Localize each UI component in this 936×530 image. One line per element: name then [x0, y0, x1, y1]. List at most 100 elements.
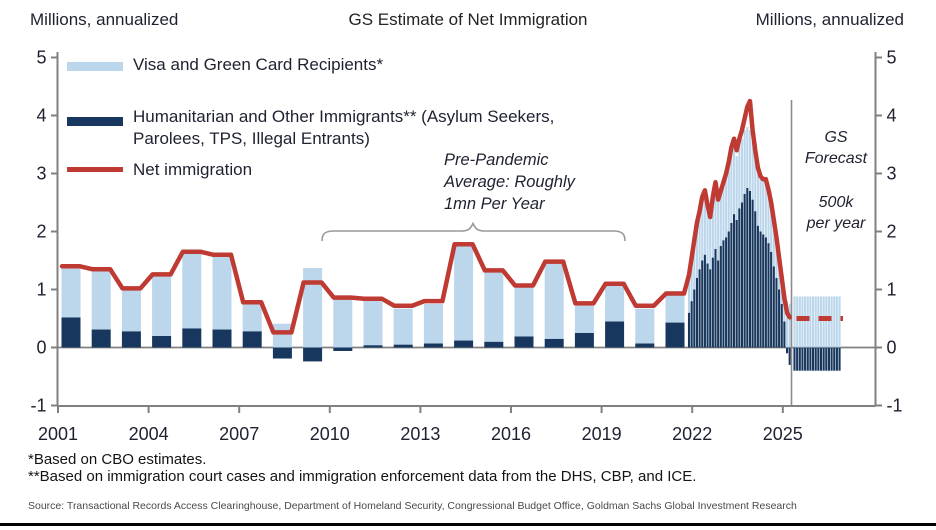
- monthly-humanitarian-bar: [733, 214, 736, 348]
- annual-visa-bar: [212, 254, 232, 330]
- forecast-humanitarian-bar: [796, 347, 799, 371]
- forecast-visa-bar: [793, 296, 796, 348]
- monthly-humanitarian-bar: [772, 266, 775, 348]
- monthly-visa-bar: [746, 127, 749, 188]
- monthly-humanitarian-bar: [775, 277, 778, 348]
- monthly-visa-bar: [693, 243, 696, 290]
- annual-humanitarian-bar: [272, 347, 292, 359]
- forecast-visa-bar: [806, 296, 809, 348]
- annual-humanitarian-bar: [152, 335, 172, 348]
- monthly-humanitarian-bar: [751, 199, 754, 348]
- forecast-humanitarian-bar: [830, 347, 833, 371]
- y-tick-label-right: 3: [887, 164, 897, 184]
- annual-visa-bar: [423, 304, 443, 344]
- pre-pandemic-brace: [321, 221, 626, 242]
- monthly-visa-bar: [788, 304, 791, 348]
- monthly-visa-bar: [754, 156, 757, 212]
- monthly-visa-bar: [703, 190, 706, 255]
- x-tick-label: 2016: [491, 424, 531, 444]
- forecast-humanitarian-bar: [838, 347, 841, 371]
- legend-net-immigration-swatch: [67, 167, 123, 172]
- forecast-humanitarian-bar: [793, 347, 796, 371]
- y-tick-label-left: 2: [36, 222, 46, 242]
- annual-visa-bar: [152, 276, 172, 336]
- x-tick-label: 2007: [219, 424, 259, 444]
- monthly-humanitarian-bar: [698, 269, 701, 348]
- x-tick-label: 2019: [582, 424, 622, 444]
- forecast-humanitarian-bar: [835, 347, 838, 371]
- y-tick-label-right: -1: [887, 396, 903, 416]
- monthly-humanitarian-bar: [701, 260, 704, 348]
- monthly-humanitarian-bar: [727, 231, 730, 348]
- monthly-humanitarian-bar: [717, 260, 720, 348]
- annual-humanitarian-bar: [514, 336, 534, 348]
- monthly-humanitarian-bar: [711, 257, 714, 348]
- monthly-humanitarian-bar: [762, 234, 765, 348]
- annual-visa-bar: [303, 268, 323, 348]
- annual-visa-bar: [333, 295, 353, 348]
- annual-visa-bar: [544, 262, 564, 339]
- monthly-visa-bar: [764, 179, 767, 238]
- forecast-visa-bar: [812, 296, 815, 348]
- forecast-humanitarian-bar: [806, 347, 809, 371]
- monthly-visa-bar: [690, 260, 693, 302]
- annual-visa-bar: [605, 284, 625, 322]
- monthly-visa-bar: [759, 179, 762, 232]
- monthly-visa-bar: [767, 190, 770, 244]
- forecast-visa-bar: [830, 296, 833, 348]
- gs-forecast-label: GS Forecast: [804, 129, 868, 167]
- right-axis-units: Millions, annualized: [755, 10, 904, 29]
- forecast-humanitarian-bar: [819, 347, 823, 371]
- x-tick-label: 2022: [672, 424, 712, 444]
- chart-title: GS Estimate of Net Immigration: [348, 10, 588, 29]
- monthly-visa-bar: [717, 196, 720, 261]
- forecast-visa-bar: [819, 296, 823, 348]
- forecast-humanitarian-bar: [812, 347, 815, 371]
- forecast-humanitarian-bar: [801, 347, 804, 371]
- forecast-visa-bar: [817, 296, 820, 348]
- monthly-humanitarian-bar: [738, 208, 741, 348]
- monthly-humanitarian-bar: [778, 289, 781, 348]
- monthly-humanitarian-bar: [740, 202, 744, 348]
- y-tick-label-left: 5: [36, 48, 46, 68]
- monthly-visa-bar: [756, 173, 759, 226]
- monthly-visa-bar: [695, 225, 698, 278]
- monthly-visa-bar: [775, 237, 778, 278]
- forecast-visa-bar: [835, 296, 838, 348]
- y-tick-label-right: 2: [887, 222, 897, 242]
- annual-humanitarian-bar: [121, 331, 141, 348]
- annual-visa-bar: [242, 302, 262, 332]
- forecast-visa-bar: [796, 296, 799, 348]
- monthly-humanitarian-bar: [783, 321, 786, 348]
- annual-humanitarian-bar: [242, 331, 262, 348]
- forecast-visa-bar: [814, 296, 817, 348]
- monthly-humanitarian-bar: [735, 219, 738, 348]
- annual-humanitarian-bar: [574, 333, 594, 348]
- y-tick-label-left: -1: [30, 396, 46, 416]
- annual-visa-bar: [363, 298, 383, 346]
- annual-humanitarian-bar: [182, 328, 202, 348]
- y-tick-label-left: 4: [36, 106, 46, 126]
- forecast-visa-bar: [798, 296, 801, 348]
- forecast-humanitarian-bar: [814, 347, 817, 371]
- monthly-visa-bar: [740, 138, 744, 203]
- monthly-humanitarian-bar: [706, 263, 709, 348]
- forecast-visa-bar: [809, 296, 812, 348]
- monthly-visa-bar: [772, 219, 775, 267]
- annual-visa-bar: [61, 266, 81, 318]
- monthly-visa-bar: [706, 205, 709, 264]
- x-tick-label: 2010: [310, 424, 350, 444]
- annual-humanitarian-bar: [61, 317, 81, 348]
- forecast-visa-bar: [833, 296, 836, 348]
- left-axis-units: Millions, annualized: [30, 10, 179, 29]
- annual-visa-bar: [665, 291, 685, 323]
- monthly-humanitarian-bar: [722, 240, 725, 348]
- monthly-visa-bar: [719, 188, 722, 246]
- forecast-humanitarian-bar: [833, 347, 836, 371]
- monthly-humanitarian-bar: [709, 269, 712, 348]
- y-tick-label-right: 0: [887, 338, 897, 358]
- annual-humanitarian-bar: [635, 343, 655, 348]
- forecast-visa-bar: [838, 296, 841, 348]
- monthly-humanitarian-bar: [756, 225, 759, 348]
